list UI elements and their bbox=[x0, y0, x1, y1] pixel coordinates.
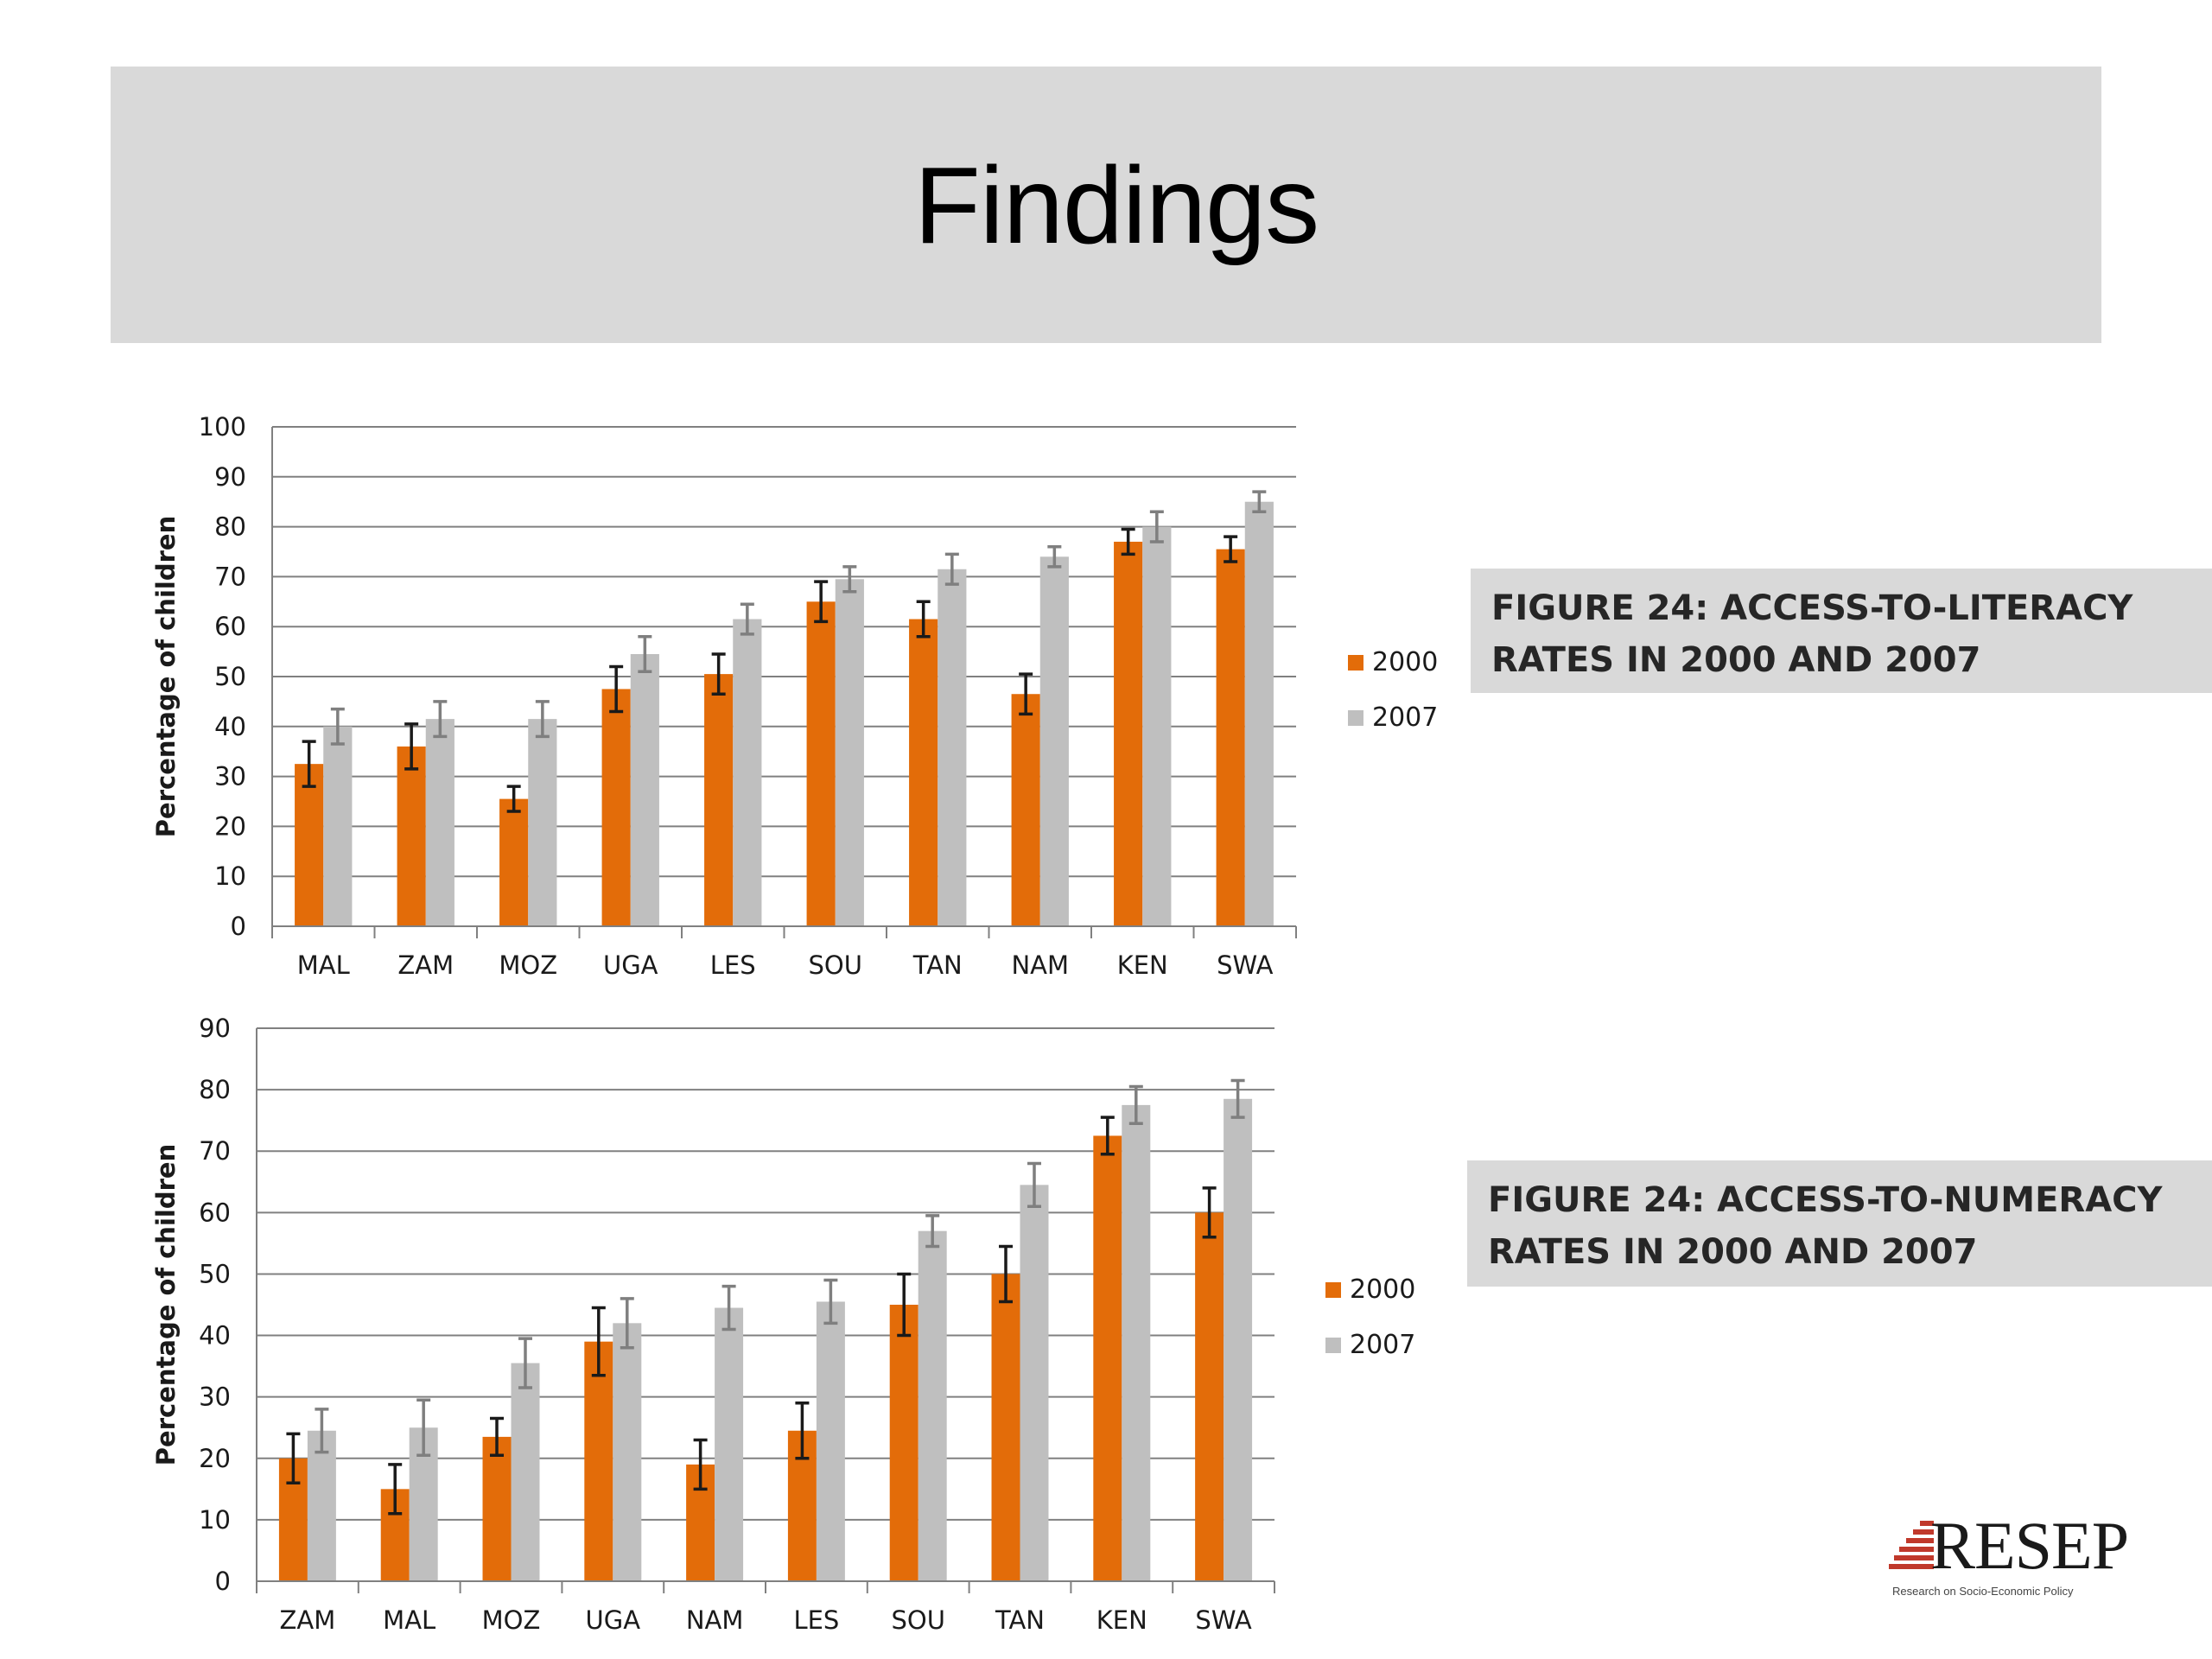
numeracy-figure-caption: FIGURE 24: ACCESS-TO-NUMERACY RATES IN 2… bbox=[1467, 1160, 2212, 1287]
bar-2000 bbox=[704, 674, 734, 926]
bar-2007 bbox=[816, 1301, 845, 1581]
x-tick-label: MOZ bbox=[499, 950, 557, 980]
bar-2000 bbox=[584, 1341, 613, 1581]
y-tick-label: 80 bbox=[199, 1075, 231, 1104]
bar-2000 bbox=[601, 689, 631, 926]
bar-2000 bbox=[482, 1436, 512, 1581]
y-axis-label: Percentage of children bbox=[151, 516, 181, 837]
bar-2000 bbox=[1114, 541, 1143, 926]
y-tick-label: 60 bbox=[199, 1198, 231, 1227]
bar-2000 bbox=[397, 746, 426, 926]
x-tick-label: TAN bbox=[912, 950, 963, 980]
bar-2000 bbox=[991, 1274, 1020, 1581]
bar-2000 bbox=[909, 619, 938, 926]
bar-2007 bbox=[918, 1230, 947, 1581]
x-tick-label: LES bbox=[793, 1605, 839, 1635]
y-tick-label: 20 bbox=[199, 1444, 231, 1473]
y-axis-label: Percentage of children bbox=[151, 1144, 181, 1465]
y-tick-label: 10 bbox=[214, 861, 246, 891]
bar-2000 bbox=[806, 601, 836, 926]
bar-2007 bbox=[733, 619, 762, 926]
bar-2007 bbox=[1224, 1098, 1253, 1581]
bar-2007 bbox=[630, 653, 659, 926]
y-tick-label: 50 bbox=[214, 662, 246, 691]
bar-2000 bbox=[295, 764, 324, 926]
bar-2000 bbox=[1195, 1212, 1224, 1581]
bar-2007 bbox=[613, 1323, 642, 1581]
x-tick-label: KEN bbox=[1117, 950, 1168, 980]
y-tick-label: 100 bbox=[199, 412, 246, 442]
bar-2000 bbox=[499, 798, 529, 926]
bar-2000 bbox=[1216, 549, 1245, 926]
bar-2000 bbox=[1093, 1135, 1122, 1581]
bar-2007 bbox=[528, 719, 557, 926]
title-bar: Findings bbox=[111, 67, 2101, 343]
y-tick-label: 30 bbox=[199, 1382, 231, 1412]
bar-2007 bbox=[938, 569, 967, 926]
x-tick-label: KEN bbox=[1096, 1605, 1147, 1635]
resep-logo: RESEP Research on Socio-Economic Policy bbox=[1889, 1508, 2129, 1598]
y-tick-label: 80 bbox=[214, 512, 246, 542]
legend-swatch-2007 bbox=[1325, 1338, 1341, 1353]
x-tick-label: SWA bbox=[1217, 950, 1273, 980]
x-tick-label: MAL bbox=[383, 1605, 435, 1635]
x-tick-label: MOZ bbox=[482, 1605, 541, 1635]
y-tick-label: 30 bbox=[214, 762, 246, 791]
x-tick-label: SWA bbox=[1195, 1605, 1251, 1635]
x-tick-label: MAL bbox=[297, 950, 350, 980]
logo-wordmark: RESEP bbox=[1930, 1508, 2129, 1583]
y-tick-label: 0 bbox=[231, 912, 246, 941]
legend-label-2000: 2000 bbox=[1350, 1274, 1415, 1305]
y-tick-label: 60 bbox=[214, 612, 246, 641]
bar-2000 bbox=[889, 1305, 918, 1581]
bar-2007 bbox=[835, 579, 864, 926]
x-tick-label: ZAM bbox=[397, 950, 454, 980]
numeracy-bar-chart: 0 10 20 30 40 50 60 70 80 90 Percentage of childre… bbox=[151, 1014, 1415, 1635]
legend-label-2000: 2000 bbox=[1372, 647, 1438, 677]
bar-2007 bbox=[511, 1363, 540, 1581]
y-tick-label: 40 bbox=[199, 1321, 231, 1351]
x-tick-label: LES bbox=[710, 950, 756, 980]
legend-swatch-2000 bbox=[1325, 1282, 1341, 1298]
x-tick-label: UGA bbox=[586, 1605, 641, 1635]
bar-2007 bbox=[323, 726, 353, 926]
x-tick-label: UGA bbox=[603, 950, 658, 980]
page-title: Findings bbox=[913, 143, 1319, 266]
y-tick-label: 70 bbox=[214, 562, 246, 591]
y-tick-label: 90 bbox=[199, 1014, 231, 1043]
bar-2007 bbox=[1244, 501, 1274, 926]
y-tick-label: 50 bbox=[199, 1259, 231, 1288]
logo-stairs-icon bbox=[1889, 1521, 1934, 1569]
x-tick-label: TAN bbox=[995, 1605, 1045, 1635]
literacy-figure-caption: FIGURE 24: ACCESS-TO-LITERACY RATES IN 2… bbox=[1471, 569, 2212, 693]
bar-2007 bbox=[1122, 1104, 1151, 1581]
y-tick-label: 40 bbox=[214, 712, 246, 741]
bar-2007 bbox=[1020, 1185, 1049, 1581]
y-tick-label: 70 bbox=[199, 1136, 231, 1166]
bar-2007 bbox=[307, 1430, 336, 1581]
y-tick-label: 10 bbox=[199, 1505, 231, 1535]
legend-label-2007: 2007 bbox=[1372, 702, 1438, 733]
bar-2007 bbox=[715, 1307, 744, 1581]
y-tick-label: 20 bbox=[214, 811, 246, 841]
y-tick-label: 90 bbox=[214, 462, 246, 492]
x-tick-label: NAM bbox=[1011, 950, 1069, 980]
bar-2007 bbox=[425, 719, 454, 926]
logo-subtitle: Research on Socio-Economic Policy bbox=[1892, 1585, 2074, 1598]
x-tick-label: SOU bbox=[891, 1605, 944, 1635]
y-tick-label: 0 bbox=[215, 1567, 231, 1596]
bar-2000 bbox=[1011, 694, 1040, 926]
bar-2007 bbox=[1039, 556, 1069, 926]
x-tick-label: ZAM bbox=[280, 1605, 336, 1635]
literacy-bar-chart: 0 10 20 30 40 50 60 70 80 90 100 Percentage of chil… bbox=[151, 412, 1438, 980]
x-tick-label: NAM bbox=[686, 1605, 744, 1635]
legend-swatch-2000 bbox=[1348, 655, 1363, 671]
bar-2007 bbox=[1142, 526, 1172, 926]
legend-label-2007: 2007 bbox=[1350, 1330, 1415, 1360]
legend-swatch-2007 bbox=[1348, 710, 1363, 726]
x-tick-label: SOU bbox=[809, 950, 862, 980]
